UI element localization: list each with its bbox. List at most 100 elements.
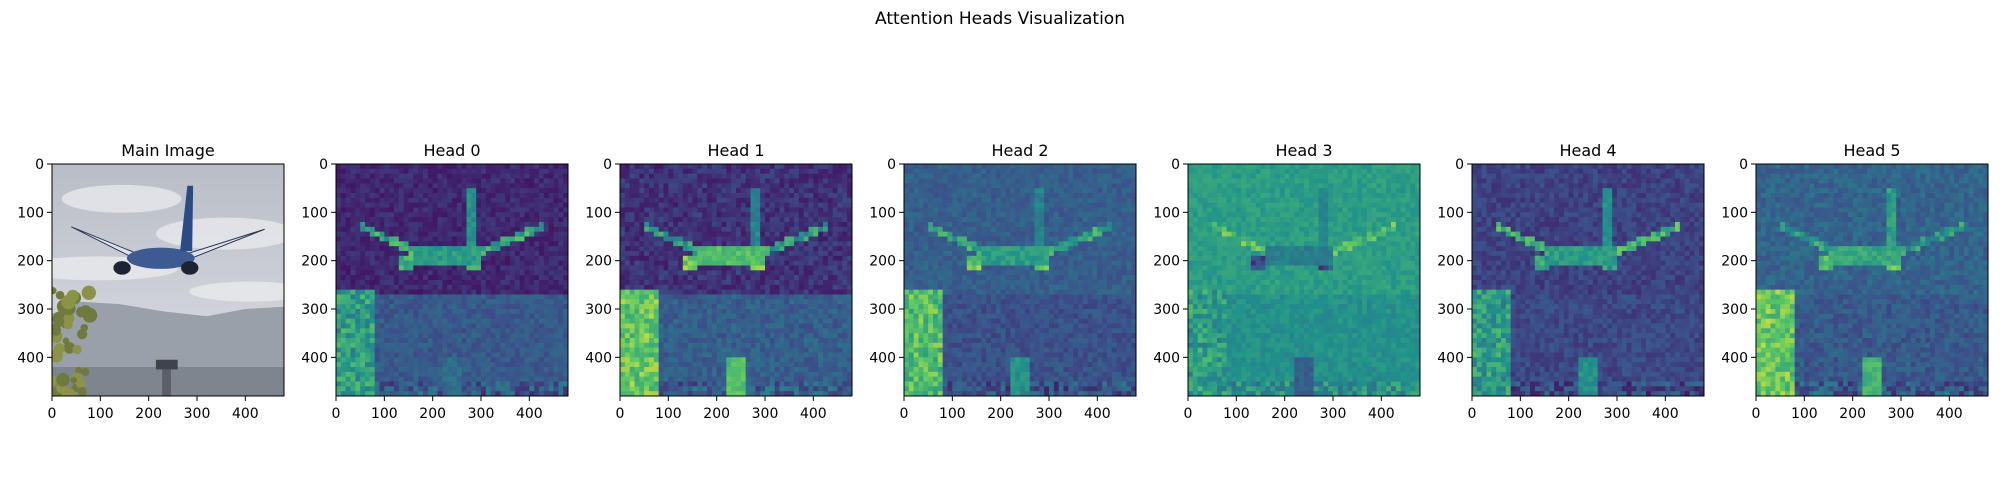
heatmap-cell bbox=[803, 231, 809, 237]
heatmap-cell bbox=[697, 251, 703, 257]
heatmap-cell bbox=[427, 226, 434, 233]
heatmap-cell bbox=[774, 347, 780, 353]
heatmap-cell bbox=[340, 289, 347, 295]
heatmap-cell bbox=[731, 260, 737, 266]
heatmap-cell bbox=[634, 173, 640, 179]
heatmap-cell bbox=[529, 246, 535, 252]
heatmap-cell bbox=[394, 289, 400, 295]
heatmap-cell bbox=[620, 178, 626, 184]
heatmap-cell bbox=[340, 328, 347, 334]
heatmap-cell bbox=[529, 275, 535, 281]
heatmap-cell bbox=[668, 323, 674, 329]
heatmap-cell bbox=[726, 352, 732, 358]
heatmap-cell bbox=[808, 299, 814, 305]
heatmap-cell bbox=[471, 289, 477, 295]
heatmap-cell bbox=[634, 164, 640, 170]
heatmap-cell bbox=[711, 323, 718, 329]
heatmap-cell bbox=[837, 386, 843, 392]
heatmap-cell bbox=[668, 236, 674, 242]
heatmap-cell bbox=[707, 376, 713, 382]
heatmap-cell bbox=[837, 270, 843, 276]
heatmap-cell bbox=[1010, 183, 1016, 189]
heatmap-cell bbox=[644, 371, 650, 378]
heatmap-cell bbox=[673, 328, 679, 334]
heatmap-cell bbox=[423, 207, 429, 213]
heatmap-cell bbox=[837, 333, 843, 339]
x-tick-label: 100 bbox=[87, 406, 114, 422]
heatmap-cell bbox=[624, 178, 631, 184]
heatmap-cell bbox=[658, 207, 664, 213]
heatmap-cell bbox=[711, 371, 718, 378]
heatmap-cell bbox=[937, 188, 944, 194]
heatmap-cell bbox=[471, 371, 477, 378]
heatmap-cell bbox=[524, 280, 530, 286]
heatmap-cell bbox=[716, 202, 722, 208]
heatmap-cell bbox=[832, 236, 838, 242]
heatmap-cell bbox=[529, 342, 535, 349]
heatmap-cell bbox=[658, 338, 664, 344]
heatmap-cell bbox=[765, 294, 771, 300]
heatmap-cell bbox=[524, 347, 530, 353]
heatmap-cell bbox=[842, 313, 848, 320]
heatmap-cell bbox=[779, 381, 785, 387]
heatmap-cell bbox=[663, 280, 669, 286]
heatmap-cell bbox=[658, 280, 664, 286]
heatmap-cell bbox=[476, 212, 482, 218]
heatmap-cell bbox=[803, 347, 809, 353]
heatmap-cell bbox=[697, 275, 703, 281]
heatmap-cell bbox=[466, 381, 472, 387]
heatmap-cell bbox=[649, 222, 655, 228]
heatmap-cell bbox=[553, 362, 559, 368]
heatmap-cell bbox=[427, 309, 434, 315]
heatmap-cell bbox=[644, 284, 650, 291]
heatmap-cell bbox=[374, 270, 380, 276]
heatmap-cell bbox=[403, 265, 409, 271]
heatmap-cell bbox=[442, 197, 448, 204]
heatmap-cell bbox=[481, 226, 487, 233]
heatmap-cell bbox=[842, 241, 848, 247]
heatmap-cell bbox=[1131, 183, 1136, 189]
heatmap-cell bbox=[394, 183, 400, 189]
heatmap-cell bbox=[365, 168, 371, 175]
heatmap-cell bbox=[389, 309, 395, 315]
heatmap-cell bbox=[360, 376, 366, 382]
heatmap-cell bbox=[423, 318, 429, 324]
heatmap-cell bbox=[823, 304, 829, 310]
heatmap-cell bbox=[798, 255, 805, 262]
heatmap-cell bbox=[784, 328, 790, 334]
heatmap-cell bbox=[673, 391, 679, 396]
heatmap-cell bbox=[653, 299, 660, 305]
heatmap-cell bbox=[398, 265, 405, 271]
heatmap-cell bbox=[413, 226, 419, 233]
heatmap-cell bbox=[779, 304, 785, 310]
heatmap-cell bbox=[702, 231, 708, 237]
heatmap-cell bbox=[653, 338, 660, 344]
heatmap-cell bbox=[726, 391, 732, 396]
heatmap-cell bbox=[620, 275, 626, 281]
heatmap-cell bbox=[524, 323, 530, 329]
heatmap-cell bbox=[481, 280, 487, 286]
heatmap-cell bbox=[769, 376, 776, 382]
heatmap-cell bbox=[653, 309, 660, 315]
heatmap-cell bbox=[413, 260, 419, 266]
heatmap-cell bbox=[481, 231, 487, 237]
heatmap-cell bbox=[750, 352, 756, 358]
heatmap-cell bbox=[692, 313, 698, 320]
heatmap-cell bbox=[543, 222, 550, 228]
heatmap-cell bbox=[842, 173, 848, 179]
heatmap-cell bbox=[658, 367, 664, 373]
heatmap-cell bbox=[500, 236, 506, 242]
heatmap-cell bbox=[736, 309, 742, 315]
heatmap-cell bbox=[466, 270, 472, 276]
heatmap-cell bbox=[389, 367, 395, 373]
heatmap-cell bbox=[827, 391, 834, 396]
heatmap-cell bbox=[384, 328, 390, 334]
heatmap-cell bbox=[731, 246, 737, 252]
heatmap-cell bbox=[827, 386, 834, 392]
heatmap-cell bbox=[456, 386, 463, 392]
heatmap-cell bbox=[432, 342, 438, 349]
heatmap-cell bbox=[461, 323, 467, 329]
heatmap-cell bbox=[813, 197, 819, 204]
heatmap-cell bbox=[995, 178, 1002, 184]
heatmap-cell bbox=[731, 251, 737, 257]
